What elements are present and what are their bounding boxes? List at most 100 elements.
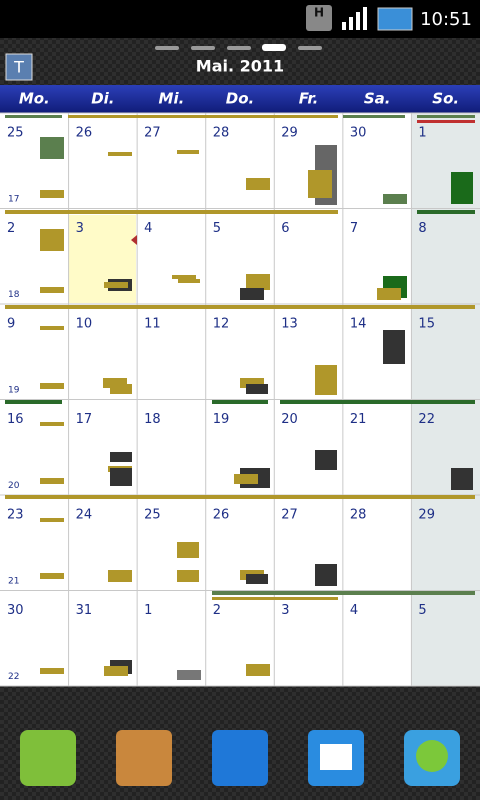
event[interactable] xyxy=(246,384,268,394)
day-number[interactable]: 3 xyxy=(281,603,289,618)
day-number[interactable]: 4 xyxy=(350,603,358,618)
day-number[interactable]: 28 xyxy=(213,126,230,141)
event[interactable] xyxy=(377,288,401,300)
event[interactable] xyxy=(40,326,64,330)
event[interactable] xyxy=(246,274,270,290)
event[interactable] xyxy=(417,120,475,123)
day-number[interactable]: 6 xyxy=(281,221,289,236)
day-number[interactable]: 3 xyxy=(76,221,84,236)
day-number[interactable]: 10 xyxy=(76,317,93,332)
event[interactable] xyxy=(108,152,132,156)
event[interactable] xyxy=(40,287,64,293)
day-number[interactable]: 28 xyxy=(350,508,367,523)
day-number[interactable]: 23 xyxy=(7,508,24,523)
event[interactable] xyxy=(110,452,132,462)
event[interactable] xyxy=(246,178,270,190)
event[interactable] xyxy=(177,570,199,582)
event[interactable] xyxy=(212,597,338,600)
event[interactable] xyxy=(40,229,64,251)
event[interactable] xyxy=(212,591,475,595)
event[interactable] xyxy=(40,668,64,674)
event[interactable] xyxy=(5,305,475,309)
day-number[interactable]: 1 xyxy=(144,603,152,618)
event[interactable] xyxy=(308,170,332,198)
app-icon[interactable] xyxy=(5,53,33,81)
event[interactable] xyxy=(40,422,64,426)
event[interactable] xyxy=(177,670,201,680)
day-number[interactable]: 26 xyxy=(213,508,230,523)
day-number[interactable]: 9 xyxy=(7,317,15,332)
day-number[interactable]: 31 xyxy=(76,603,93,618)
day-number[interactable]: 11 xyxy=(144,317,161,332)
day-number[interactable]: 14 xyxy=(350,317,367,332)
day-number[interactable]: 1 xyxy=(418,126,426,141)
event[interactable] xyxy=(40,478,64,484)
day-number[interactable]: 22 xyxy=(418,412,435,427)
day-number[interactable]: 29 xyxy=(281,126,298,141)
day-number[interactable]: 30 xyxy=(350,126,367,141)
event[interactable] xyxy=(417,210,475,214)
day-number[interactable]: 17 xyxy=(76,412,93,427)
event[interactable] xyxy=(177,150,199,154)
contacts-icon[interactable] xyxy=(116,730,172,786)
event[interactable] xyxy=(212,400,268,404)
day-number[interactable]: 2 xyxy=(213,603,221,618)
event[interactable] xyxy=(110,384,132,394)
event[interactable] xyxy=(315,365,337,395)
event[interactable] xyxy=(315,450,337,470)
day-number[interactable]: 4 xyxy=(144,221,152,236)
day-number[interactable]: 25 xyxy=(7,126,24,141)
event[interactable] xyxy=(5,400,62,404)
event[interactable] xyxy=(104,282,128,288)
day-number[interactable]: 29 xyxy=(418,508,435,523)
event[interactable] xyxy=(68,115,338,118)
event[interactable] xyxy=(40,518,64,522)
apps-icon[interactable] xyxy=(212,730,268,786)
event[interactable] xyxy=(343,115,405,118)
day-number[interactable]: 7 xyxy=(350,221,358,236)
event[interactable] xyxy=(110,468,132,486)
event[interactable] xyxy=(280,400,475,404)
event[interactable] xyxy=(108,570,132,582)
event[interactable] xyxy=(40,383,64,389)
event[interactable] xyxy=(172,275,196,279)
event[interactable] xyxy=(246,574,268,584)
event[interactable] xyxy=(451,468,473,490)
event[interactable] xyxy=(234,474,258,484)
event[interactable] xyxy=(103,378,127,388)
event[interactable] xyxy=(40,573,64,579)
day-number[interactable]: 2 xyxy=(7,221,15,236)
event[interactable] xyxy=(5,210,338,214)
day-number[interactable]: 27 xyxy=(281,508,298,523)
day-number[interactable]: 13 xyxy=(281,317,298,332)
day-number[interactable]: 16 xyxy=(7,412,24,427)
event[interactable] xyxy=(177,542,199,558)
day-number[interactable]: 30 xyxy=(7,603,24,618)
day-number[interactable]: 8 xyxy=(418,221,426,236)
event[interactable] xyxy=(240,288,264,300)
day-number[interactable]: 5 xyxy=(418,603,426,618)
event[interactable] xyxy=(246,664,270,676)
event[interactable] xyxy=(40,190,64,198)
event[interactable] xyxy=(383,330,405,364)
day-number[interactable]: 27 xyxy=(144,126,161,141)
event[interactable] xyxy=(5,115,62,118)
event[interactable] xyxy=(451,172,473,204)
phone-icon[interactable] xyxy=(20,730,76,786)
day-number[interactable]: 18 xyxy=(144,412,161,427)
day-number[interactable]: 5 xyxy=(213,221,221,236)
event[interactable] xyxy=(5,495,475,499)
event[interactable] xyxy=(40,137,64,159)
day-number[interactable]: 21 xyxy=(350,412,367,427)
day-number[interactable]: 12 xyxy=(213,317,230,332)
event[interactable] xyxy=(178,279,200,283)
event[interactable] xyxy=(383,194,407,204)
day-number[interactable]: 20 xyxy=(281,412,298,427)
day-number[interactable]: 15 xyxy=(418,317,435,332)
day-number[interactable]: 24 xyxy=(76,508,93,523)
day-number[interactable]: 19 xyxy=(213,412,230,427)
event[interactable] xyxy=(315,564,337,586)
event[interactable] xyxy=(240,378,264,388)
event[interactable] xyxy=(417,115,475,118)
day-number[interactable]: 26 xyxy=(76,126,93,141)
